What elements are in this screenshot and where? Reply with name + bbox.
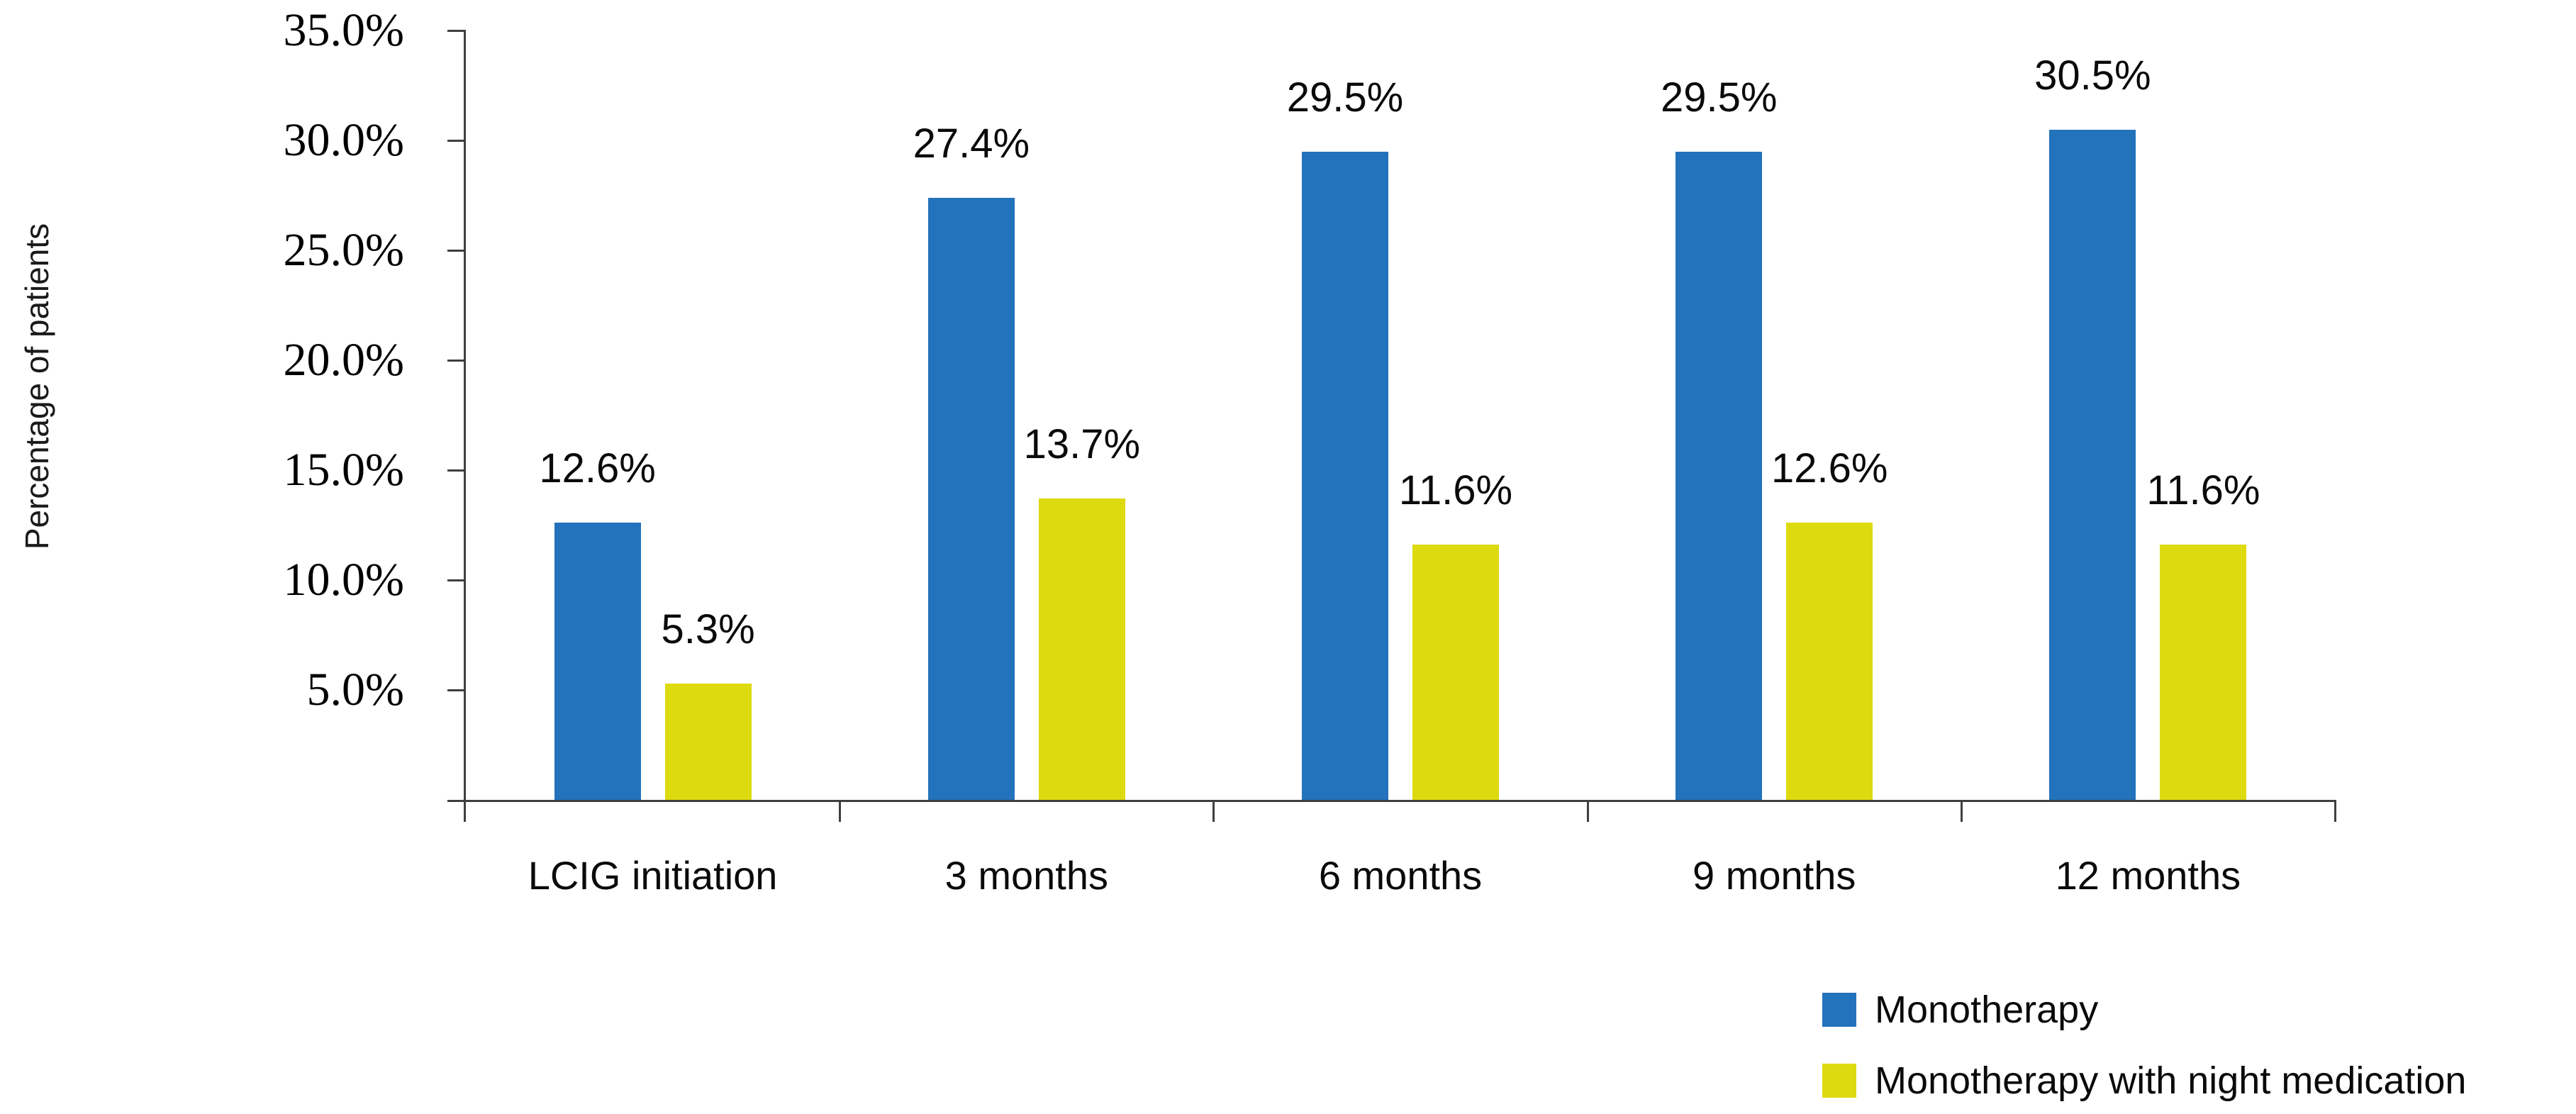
- bar-value-label: 12.6%: [1771, 445, 1888, 492]
- y-axis-tick: [447, 579, 466, 581]
- bar-monotherapy-night-medication: [1038, 498, 1125, 800]
- category-label: LCIG initiation: [528, 853, 778, 898]
- x-axis-tick: [1960, 800, 1963, 822]
- bar-value-label: 11.6%: [2146, 467, 2260, 514]
- bar-value-label: 12.6%: [539, 445, 656, 492]
- y-tick-label: 20.0%: [283, 334, 404, 386]
- y-tick-label: 35.0%: [283, 4, 404, 56]
- category-label: 6 months: [1318, 853, 1483, 898]
- legend-item: Monotherapy with night medication: [1822, 1059, 2467, 1102]
- legend-swatch-icon: [1822, 1064, 1856, 1098]
- bar-value-label: 29.5%: [1660, 74, 1778, 121]
- x-axis-tick: [2334, 800, 2336, 822]
- x-axis-tick: [1212, 800, 1215, 822]
- y-axis-tick: [447, 140, 466, 142]
- bar-monotherapy-night-medication: [664, 683, 752, 800]
- category-label: 9 months: [1693, 853, 1856, 898]
- x-axis-tick: [1586, 800, 1589, 822]
- legend-label: Monotherapy with night medication: [1875, 1059, 2467, 1102]
- y-tick-label: 30.0%: [283, 114, 404, 166]
- bar-value-label: 30.5%: [2034, 52, 2151, 99]
- category-label: 3 months: [944, 853, 1108, 898]
- bar-monotherapy-night-medication: [1786, 523, 1873, 800]
- bar-monotherapy-night-medication: [1412, 545, 1499, 800]
- category-label: 12 months: [2055, 853, 2241, 898]
- bar-monotherapy: [1675, 151, 1763, 800]
- y-axis-tick: [447, 360, 466, 362]
- bar-monotherapy: [2049, 129, 2136, 800]
- y-axis-tick: [447, 469, 466, 472]
- legend-label: Monotherapy: [1875, 988, 2099, 1031]
- x-axis-tick: [839, 800, 842, 822]
- y-tick-label: 25.0%: [283, 224, 404, 276]
- bar-value-label: 13.7%: [1023, 421, 1141, 468]
- y-tick-label: 5.0%: [306, 664, 404, 715]
- y-tick-label: 10.0%: [283, 554, 404, 606]
- legend-item: Monotherapy: [1822, 988, 2099, 1031]
- bar-monotherapy: [927, 197, 1015, 800]
- bar-monotherapy-night-medication: [2160, 545, 2247, 800]
- legend-swatch-icon: [1822, 993, 1856, 1027]
- y-axis-line: [464, 30, 466, 822]
- y-axis-tick: [447, 30, 466, 32]
- y-axis-tick: [447, 689, 466, 691]
- y-tick-label: 15.0%: [283, 444, 404, 496]
- bar-value-label: 27.4%: [913, 120, 1030, 167]
- bar-value-label: 11.6%: [1398, 467, 1513, 514]
- y-axis-tick: [447, 250, 466, 252]
- x-axis-line: [447, 800, 2335, 802]
- bar-value-label: 29.5%: [1286, 74, 1404, 121]
- bar-monotherapy: [554, 523, 641, 800]
- bar-monotherapy: [1302, 151, 1388, 800]
- bar-value-label: 5.3%: [661, 606, 755, 652]
